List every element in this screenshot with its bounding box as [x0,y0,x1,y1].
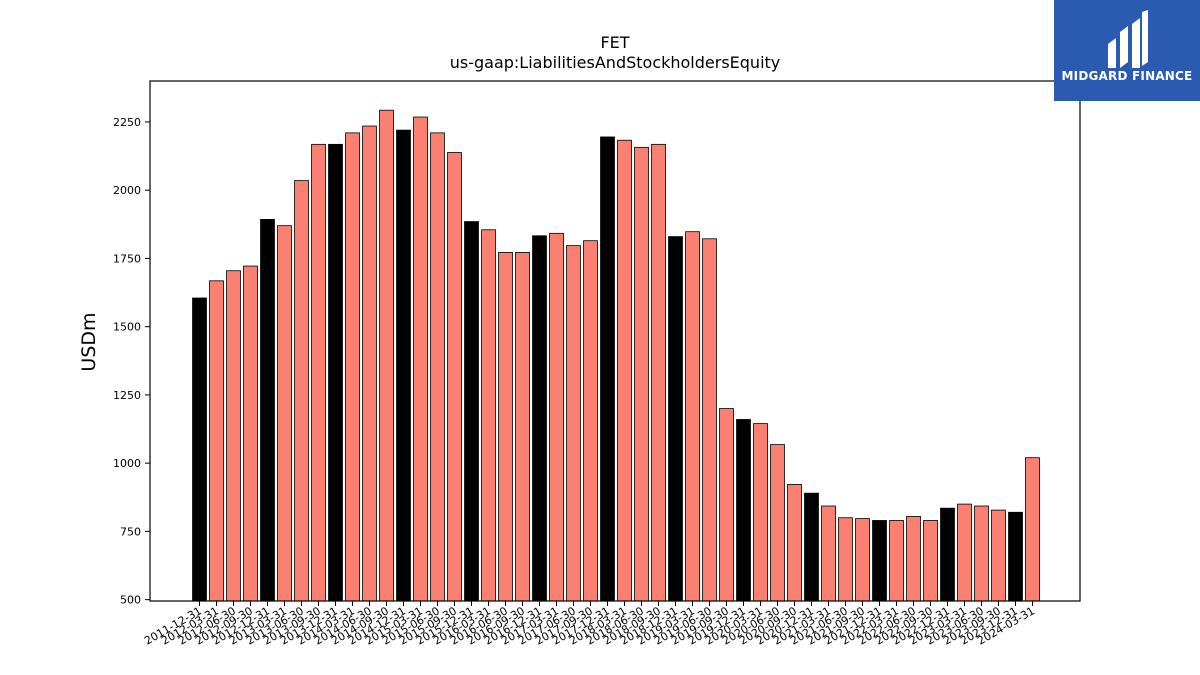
bar-2019-12-31 [736,419,751,602]
bar-2016-12-31 [532,235,547,602]
bar-2016-03-31 [481,229,496,602]
y-tick-label: 2000 [113,184,141,197]
bar-2020-09-30 [787,484,802,602]
bar-2018-03-31 [617,139,632,602]
bars-group [192,109,1040,602]
bar-2018-06-30 [634,146,649,602]
bar-2017-03-31 [549,232,564,602]
bar-2017-12-31 [600,136,615,602]
bar-2016-09-30 [515,252,530,602]
brand-name: MIDGARD FINANCE [1061,69,1193,83]
bar-2021-03-31 [821,505,836,602]
bar-2012-09-30 [243,265,258,602]
bar-2016-06-30 [498,252,513,602]
y-axis-label: USDm [78,312,100,371]
y-tick-label: 500 [120,594,141,607]
y-tick-label: 2250 [113,116,141,129]
bar-2018-12-31 [668,236,683,602]
y-axis: 500 750 1000 1250 1500 1750 2000 2250 [113,116,150,607]
bar-2019-03-31 [685,231,700,602]
bar-2012-06-30 [226,270,241,602]
bar-2013-12-31 [328,143,343,602]
bar-2014-03-31 [345,132,360,602]
chart-subtitle: us-gaap:LiabilitiesAndStockholdersEquity [450,53,781,72]
bar-2021-12-31 [872,520,887,602]
bar-2012-03-31 [209,280,224,602]
bar-2023-03-31 [957,503,972,602]
bar-2019-09-30 [719,408,734,602]
bar-2022-09-30 [923,520,938,602]
bar-2015-09-30 [447,152,462,602]
bar-2011-12-31 [192,297,207,602]
bar-2020-12-31 [804,492,819,602]
bar-2023-12-31 [1008,511,1023,602]
bar-2015-12-31 [464,221,479,602]
bar-2013-06-30 [294,180,309,602]
y-tick-label: 1500 [113,321,141,334]
bar-2013-09-30 [311,143,326,602]
bar-2017-09-30 [583,240,598,602]
bar-2021-09-30 [855,518,870,602]
y-tick-label: 1000 [113,457,141,470]
y-tick-label: 1750 [113,252,141,265]
bar-2023-09-30 [991,509,1006,602]
bar-2022-12-31 [940,507,955,602]
bar-2019-06-30 [702,238,717,602]
bar-2024-03-31 [1025,457,1040,602]
x-axis: 2011-12-312012-03-312012-06-302012-09-30… [142,601,1037,648]
bar-2020-06-30 [770,444,785,602]
y-tick-label: 1250 [113,389,141,402]
brand-logo: MIDGARD FINANCE [1054,0,1200,101]
bar-2022-03-31 [889,520,904,602]
bar-2020-03-31 [753,423,768,602]
bar-2014-12-31 [396,129,411,602]
bar-2017-06-30 [566,245,581,602]
y-tick-label: 750 [120,525,141,538]
bar-2021-06-30 [838,517,853,602]
bar-2014-06-30 [362,125,377,602]
bar-2018-09-30 [651,143,666,602]
bar-2015-06-30 [430,132,445,602]
bar-2014-09-30 [379,109,394,602]
chart-title: FET [600,33,629,52]
bar-2015-03-31 [413,116,428,602]
bar-2023-06-30 [974,505,989,602]
bar-2022-06-30 [906,515,921,602]
bar-2012-12-31 [260,218,275,602]
bar-2013-03-31 [277,225,292,602]
plot-frame [149,80,1081,602]
midgard-finance-logo-icon [1108,10,1148,68]
